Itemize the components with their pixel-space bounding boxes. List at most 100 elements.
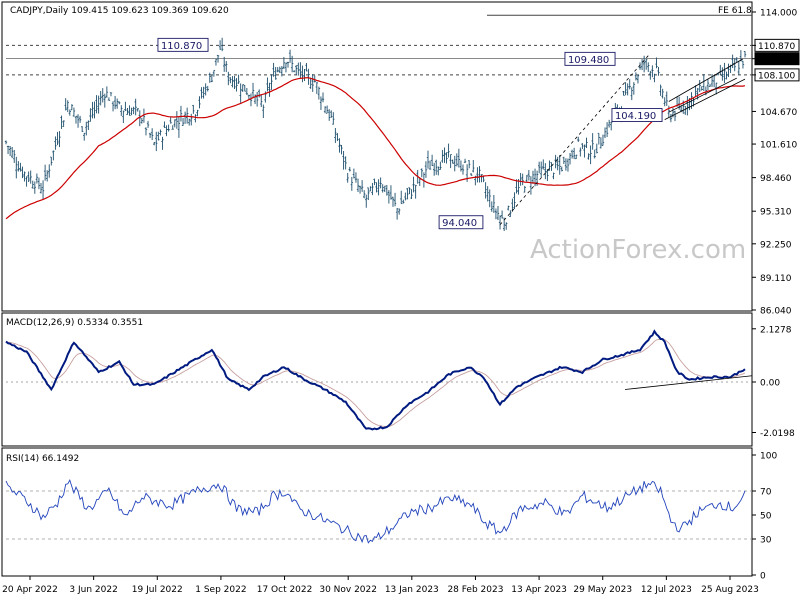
ohlc-bar: [657, 66, 660, 76]
ohlc-bar: [194, 114, 197, 123]
ohlc-bar: [33, 181, 37, 194]
ohlc-bar: [735, 57, 738, 63]
ohlc-bar: [632, 82, 636, 95]
ohlc-bar: [118, 101, 121, 105]
ohlc-bar: [603, 127, 607, 139]
price-tick-label: 104.670: [760, 108, 797, 118]
ohlc-bar: [45, 170, 49, 182]
ohlc-bar: [313, 75, 316, 83]
ohlc-bar: [23, 171, 26, 182]
ohlc-bar: [301, 65, 304, 83]
ohlc-bar: [636, 74, 640, 84]
ohlc-bar: [249, 93, 253, 107]
ohlc-bar: [505, 222, 508, 230]
ohlc-bar: [272, 62, 275, 77]
ohlc-bar: [303, 69, 306, 82]
ohlc-bar: [387, 190, 391, 204]
ohlc-bar: [595, 143, 598, 154]
price-tick-label: 114.000: [760, 9, 797, 19]
ohlc-bar: [284, 62, 288, 73]
ohlc-bar: [507, 205, 510, 211]
ohlc-bar: [268, 82, 271, 97]
ohlc-bar: [634, 72, 638, 81]
ohlc-bar: [309, 77, 312, 89]
ohlc-bar: [661, 88, 664, 99]
ohlc-bar: [624, 82, 627, 96]
ohlc-bar: [513, 192, 516, 210]
ohlc-bar: [667, 105, 671, 118]
ohlc-bar: [725, 71, 728, 80]
ohlc-bar: [48, 164, 51, 178]
ohlc-bar: [472, 160, 475, 173]
ohlc-bar: [183, 111, 187, 124]
ohlc-bar: [642, 55, 646, 73]
ohlc-bar: [484, 182, 487, 199]
ohlc-bar: [424, 161, 428, 178]
ohlc-bar: [653, 73, 656, 83]
ohlc-bar: [367, 187, 370, 201]
ohlc-bar: [43, 164, 47, 181]
ohlc-bar: [223, 56, 226, 72]
ohlc-bar: [148, 132, 152, 138]
ohlc-bar: [393, 192, 397, 207]
ohlc-bar: [338, 138, 341, 153]
ohlc-bar: [179, 105, 183, 122]
ohlc-bar: [478, 166, 481, 183]
ohlc-bar: [626, 83, 629, 96]
ohlc-bar: [733, 58, 736, 72]
ohlc-bar: [659, 84, 662, 96]
x-tick-label: 3 Jun 2022: [69, 585, 117, 595]
ohlc-bar: [360, 180, 364, 192]
ohlc-bar: [589, 145, 592, 165]
ohlc-bar: [113, 95, 117, 110]
x-tick-label: 29 May 2023: [573, 585, 632, 595]
ohlc-bar: [354, 172, 358, 183]
ohlc-bar: [288, 49, 292, 63]
x-tick-label: 17 Oct 2022: [257, 585, 313, 595]
ohlc-bar: [225, 61, 228, 73]
x-tick-label: 19 Jul 2022: [132, 585, 183, 595]
ohlc-bar: [684, 106, 687, 115]
ohlc-bar: [488, 189, 491, 208]
ohlc-bar: [410, 189, 413, 199]
ohlc-bar: [208, 72, 211, 83]
price-bars: [4, 37, 747, 232]
ohlc-bar: [253, 94, 257, 104]
ohlc-bar: [542, 159, 545, 170]
ohlc-bar: [552, 172, 555, 180]
ohlc-bar: [251, 82, 255, 99]
annotation-104190: 104.190: [611, 108, 663, 122]
ohlc-bar: [198, 96, 201, 109]
ohlc-bar: [686, 95, 689, 116]
ohlc-bar: [581, 143, 584, 149]
ohlc-bar: [389, 185, 393, 200]
price-tick-label: 101.610: [760, 141, 797, 151]
ohlc-bar: [237, 74, 240, 84]
ohlc-bar: [315, 81, 319, 94]
svg-text:110.870: 110.870: [161, 41, 202, 52]
x-tick-label: 25 Aug 2023: [701, 585, 759, 595]
ohlc-bar: [544, 163, 547, 180]
ohlc-bar: [87, 120, 90, 131]
ohlc-bar: [568, 153, 572, 165]
ohlc-bar: [266, 77, 269, 92]
ohlc-bar: [579, 147, 582, 157]
x-tick-label: 13 Jan 2023: [385, 585, 439, 595]
ohlc-bar: [274, 66, 277, 80]
ohlc-bar: [599, 137, 603, 149]
ohlc-bar: [54, 136, 57, 150]
ohlc-bar: [515, 179, 518, 194]
ohlc-bar: [509, 210, 512, 218]
ohlc-bar: [358, 185, 362, 194]
ohlc-bar: [134, 98, 137, 116]
ohlc-bar: [379, 177, 382, 189]
ohlc-bar: [111, 101, 115, 112]
price-axis: 114.000 110.870 109.620 108.100 104.670 101.6…: [752, 9, 800, 317]
ohlc-bar: [120, 105, 123, 116]
ohlc-bar: [29, 170, 32, 184]
ohlc-bar: [342, 150, 345, 170]
ohlc-bar: [245, 87, 249, 95]
ohlc-bar: [159, 129, 162, 136]
ohlc-bar: [185, 107, 189, 124]
ohlc-bar: [241, 84, 244, 92]
